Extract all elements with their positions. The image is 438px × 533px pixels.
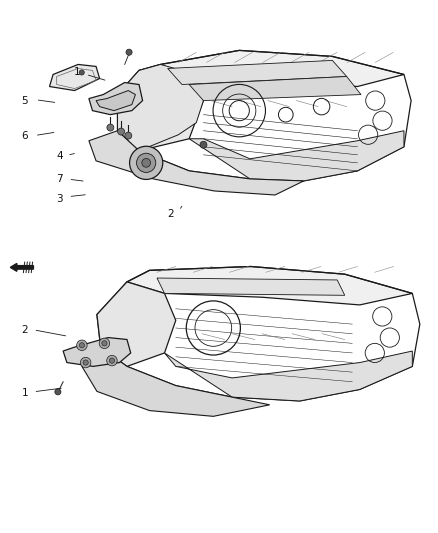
- Polygon shape: [89, 131, 304, 195]
- Circle shape: [126, 49, 132, 55]
- Circle shape: [77, 340, 87, 351]
- Circle shape: [81, 357, 91, 368]
- Circle shape: [118, 128, 124, 135]
- Polygon shape: [49, 64, 99, 91]
- Circle shape: [107, 124, 114, 131]
- Text: 4: 4: [57, 151, 63, 161]
- Polygon shape: [89, 83, 143, 115]
- Polygon shape: [189, 131, 404, 181]
- Text: 3: 3: [57, 194, 63, 204]
- Circle shape: [137, 154, 156, 173]
- Polygon shape: [117, 70, 204, 151]
- Circle shape: [110, 358, 115, 364]
- Circle shape: [130, 146, 163, 180]
- Polygon shape: [189, 77, 361, 101]
- Polygon shape: [97, 282, 176, 366]
- Text: 6: 6: [21, 132, 28, 141]
- FancyArrow shape: [11, 263, 33, 271]
- Text: 5: 5: [21, 95, 28, 106]
- Polygon shape: [117, 64, 204, 151]
- Circle shape: [125, 132, 132, 139]
- Circle shape: [102, 341, 107, 346]
- Circle shape: [55, 389, 61, 395]
- Polygon shape: [82, 347, 270, 416]
- Circle shape: [200, 141, 207, 148]
- Polygon shape: [63, 337, 131, 366]
- Polygon shape: [157, 278, 345, 295]
- Circle shape: [99, 338, 110, 349]
- Text: 2: 2: [168, 209, 174, 219]
- Polygon shape: [165, 351, 412, 401]
- Circle shape: [79, 343, 85, 348]
- Polygon shape: [168, 60, 346, 85]
- Circle shape: [79, 70, 85, 75]
- Circle shape: [142, 158, 151, 167]
- Polygon shape: [96, 91, 135, 111]
- Circle shape: [83, 360, 88, 365]
- Circle shape: [107, 356, 117, 366]
- Text: 7: 7: [57, 174, 63, 184]
- Text: 2: 2: [21, 325, 28, 335]
- Polygon shape: [127, 266, 412, 305]
- Polygon shape: [139, 51, 404, 86]
- Text: 1: 1: [21, 388, 28, 398]
- Text: 1: 1: [74, 67, 81, 77]
